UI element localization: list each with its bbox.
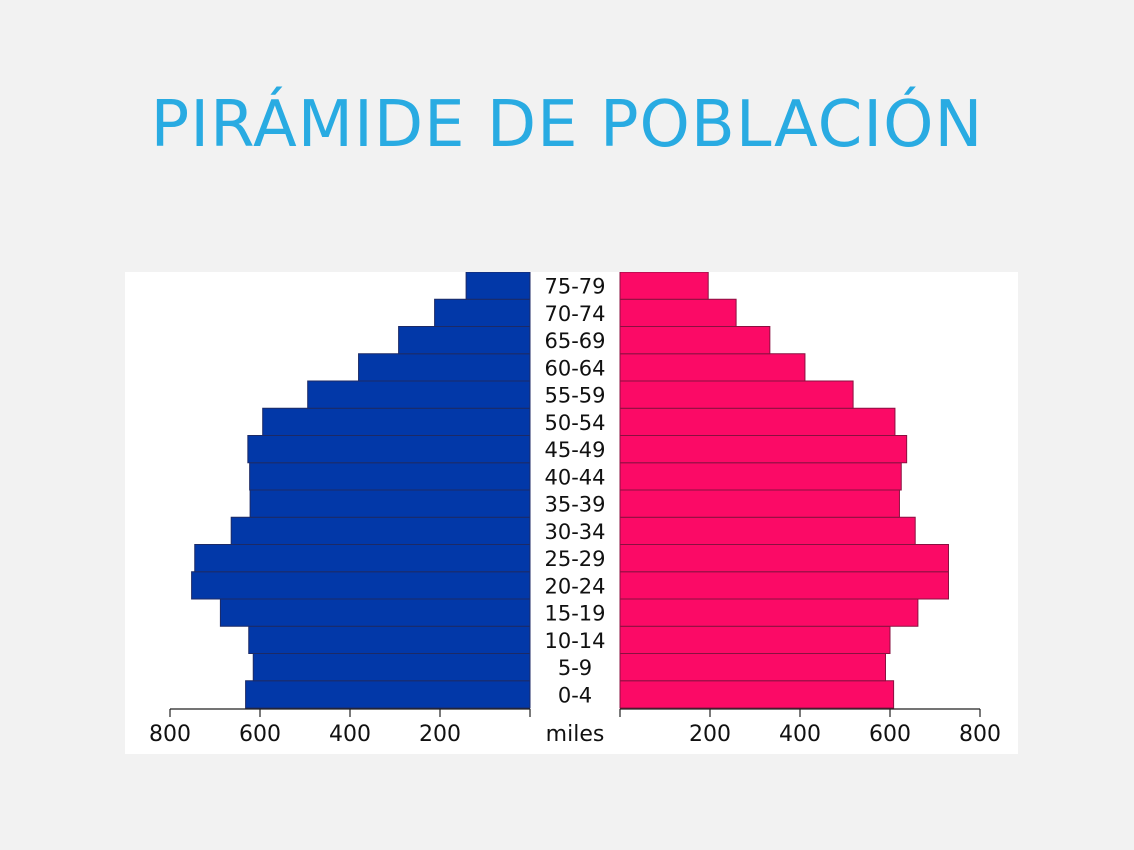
male-bar-5-9 — [252, 653, 531, 682]
age-label-70-74: 70-74 — [544, 302, 605, 326]
female-bar-75-79 — [619, 272, 709, 300]
age-label-10-14: 10-14 — [544, 629, 605, 653]
right-tick-label-200: 200 — [689, 722, 731, 747]
age-label-65-69: 65-69 — [544, 329, 605, 353]
male-bar-10-14 — [248, 625, 531, 654]
female-bar-15-19 — [619, 598, 919, 627]
male-bar-40-44 — [249, 462, 531, 491]
female-bar-20-24 — [619, 571, 949, 600]
age-label-50-54: 50-54 — [544, 411, 605, 435]
male-bars — [191, 272, 531, 709]
age-label-0-4: 0-4 — [558, 683, 592, 707]
female-bar-35-39 — [619, 489, 900, 518]
male-bar-70-74 — [434, 298, 531, 327]
age-label-15-19: 15-19 — [544, 602, 605, 626]
female-bar-0-4 — [619, 680, 895, 709]
age-label-40-44: 40-44 — [544, 465, 605, 489]
male-bar-35-39 — [249, 489, 531, 518]
female-bar-30-34 — [619, 516, 916, 545]
male-bar-50-54 — [262, 407, 531, 436]
x-axes — [169, 708, 981, 717]
female-bar-70-74 — [619, 298, 737, 327]
age-label-45-49: 45-49 — [544, 438, 605, 462]
male-bar-55-59 — [307, 380, 531, 409]
female-bar-10-14 — [619, 625, 891, 654]
slide-title: PIRÁMIDE DE POBLACIÓN — [150, 88, 984, 162]
population-pyramid-chart: 0-4 5-9 10-14 15-19 20-24 25-29 30-34 35-39 40-4… — [125, 272, 1018, 754]
left-tick-label-200: 200 — [419, 722, 461, 747]
female-bar-50-54 — [619, 407, 896, 436]
left-tick-label-400: 400 — [329, 722, 371, 747]
female-bar-55-59 — [619, 380, 854, 409]
female-bar-25-29 — [619, 544, 949, 573]
age-label-35-39: 35-39 — [544, 493, 605, 517]
female-bars — [619, 272, 949, 709]
male-bar-65-69 — [398, 326, 531, 355]
unit-label: miles — [546, 722, 605, 747]
age-label-20-24: 20-24 — [544, 574, 605, 598]
age-label-30-34: 30-34 — [544, 520, 605, 544]
left-tick-label-800: 800 — [149, 722, 191, 747]
male-bar-30-34 — [230, 516, 531, 545]
male-bar-15-19 — [219, 598, 531, 627]
chart-canvas: 0-4 5-9 10-14 15-19 20-24 25-29 30-34 35-39 40-4… — [149, 272, 1001, 747]
right-tick-label-800: 800 — [959, 722, 1001, 747]
age-label-25-29: 25-29 — [544, 547, 605, 571]
male-bar-45-49 — [247, 435, 531, 464]
right-tick-label-400: 400 — [779, 722, 821, 747]
male-bar-75-79 — [465, 272, 531, 300]
age-label-5-9: 5-9 — [558, 656, 592, 680]
female-bar-40-44 — [619, 462, 902, 491]
age-group-labels: 0-4 5-9 10-14 15-19 20-24 25-29 30-34 35-39 40-4… — [544, 275, 605, 708]
right-tick-label-600: 600 — [869, 722, 911, 747]
male-bar-25-29 — [194, 544, 531, 573]
female-bar-60-64 — [619, 353, 806, 382]
male-bar-60-64 — [358, 353, 531, 382]
left-tick-label-600: 600 — [239, 722, 281, 747]
age-label-55-59: 55-59 — [544, 384, 605, 408]
male-bar-0-4 — [245, 680, 531, 709]
female-bar-45-49 — [619, 435, 908, 464]
female-bar-5-9 — [619, 653, 886, 682]
age-label-75-79: 75-79 — [544, 275, 605, 299]
x-tick-labels: 800 800 600 600 400 400 200 200 — [149, 722, 1001, 747]
female-bar-65-69 — [619, 326, 771, 355]
male-bar-20-24 — [191, 571, 531, 600]
age-label-60-64: 60-64 — [544, 356, 605, 380]
